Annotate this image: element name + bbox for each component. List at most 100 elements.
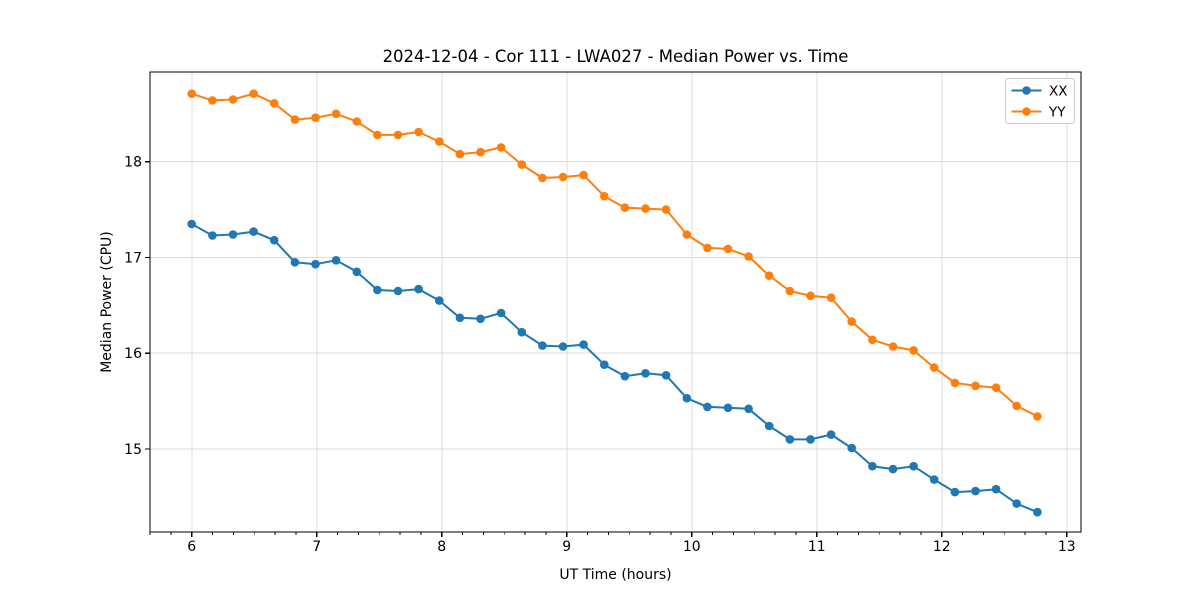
axis-ticks (145, 161, 1068, 537)
data-point (269, 235, 279, 245)
data-point (311, 259, 320, 269)
y-tick-label: 18 (124, 155, 142, 171)
data-point (826, 430, 836, 439)
data-point (1033, 412, 1042, 421)
x-tick-label: 9 (562, 539, 571, 555)
data-point (496, 308, 506, 318)
data-point (455, 149, 465, 159)
x-tick-label: 13 (1058, 539, 1076, 555)
data-point (744, 252, 753, 261)
data-point (888, 464, 898, 474)
data-point (620, 371, 630, 381)
data-point (311, 113, 320, 122)
data-point (868, 461, 877, 471)
data-point (393, 130, 403, 140)
data-point (558, 172, 568, 182)
legend-item-YY: YY (1011, 105, 1066, 121)
series-XX (187, 219, 1042, 517)
data-point (1033, 507, 1042, 517)
data-point (290, 258, 300, 267)
data-point (929, 475, 939, 484)
data-point (1012, 401, 1021, 411)
data-point (909, 461, 918, 471)
data-point (331, 255, 341, 265)
data-point (228, 230, 238, 239)
data-point (950, 487, 960, 497)
data-point (228, 95, 238, 104)
data-point (414, 284, 423, 294)
data-point (703, 243, 712, 253)
data-point (600, 360, 609, 370)
data-point (991, 383, 1001, 393)
x-tick-label: 8 (437, 539, 446, 555)
data-point (352, 267, 362, 277)
data-point (249, 89, 258, 98)
series-YY (187, 89, 1042, 421)
legend-label: YY (1048, 105, 1066, 121)
data-point (641, 369, 650, 378)
data-point (682, 393, 692, 403)
x-tick-label: 10 (683, 539, 701, 555)
data-point (620, 203, 630, 212)
data-point (579, 340, 588, 349)
data-point (187, 219, 196, 229)
y-tick-label: 17 (124, 250, 142, 266)
data-point (1012, 499, 1021, 508)
chart-title: 2024-12-04 - Cor 111 - LWA027 - Median P… (382, 47, 849, 66)
data-point (579, 170, 588, 180)
data-point (600, 191, 609, 201)
data-point (290, 115, 300, 124)
data-point (950, 378, 960, 388)
data-point (208, 96, 217, 105)
data-point (682, 230, 692, 239)
x-tick-label: 11 (808, 539, 826, 555)
y-tick-label: 15 (124, 442, 142, 458)
data-point (847, 443, 856, 453)
x-tick-label: 12 (933, 539, 951, 555)
data-point (723, 244, 733, 254)
data-point (703, 402, 712, 412)
data-point (538, 341, 547, 350)
data-point (785, 435, 795, 444)
data-point (373, 285, 382, 295)
data-point (249, 227, 258, 236)
legend-label: XX (1049, 84, 1068, 100)
y-tick-label: 16 (124, 346, 142, 362)
legend-item-XX: XX (1011, 84, 1068, 100)
data-point (764, 271, 774, 281)
grid (150, 72, 1081, 532)
data-point (187, 89, 196, 98)
data-point (538, 173, 547, 183)
x-tick-labels: 6 7 8 9 10 11 12 13 (187, 539, 1075, 555)
axes-frame (149, 71, 1082, 533)
data-point (785, 286, 795, 296)
data-point (641, 204, 650, 213)
data-point (744, 404, 753, 414)
data-point (331, 109, 341, 119)
legend-marker (1022, 107, 1031, 116)
data-point (723, 403, 733, 413)
x-tick-label: 7 (312, 539, 321, 555)
data-point (455, 313, 465, 323)
legend-marker (1022, 86, 1031, 95)
data-point (971, 486, 980, 496)
data-point (435, 296, 444, 305)
data-point (517, 160, 527, 169)
data-point (868, 335, 877, 345)
legend: XX YY (1005, 78, 1075, 124)
data-point (661, 205, 671, 214)
data-point (352, 117, 362, 126)
data-point (806, 435, 815, 444)
data-point (269, 99, 279, 108)
data-point (847, 317, 856, 326)
data-point (476, 314, 485, 324)
data-point (517, 327, 527, 337)
data-point (661, 371, 671, 380)
data-point (806, 291, 815, 301)
data-point (991, 484, 1001, 494)
data-point (888, 342, 898, 351)
data-point (414, 127, 423, 137)
data-point (764, 421, 774, 431)
y-axis-label: Median Power (CPU) (99, 231, 115, 373)
